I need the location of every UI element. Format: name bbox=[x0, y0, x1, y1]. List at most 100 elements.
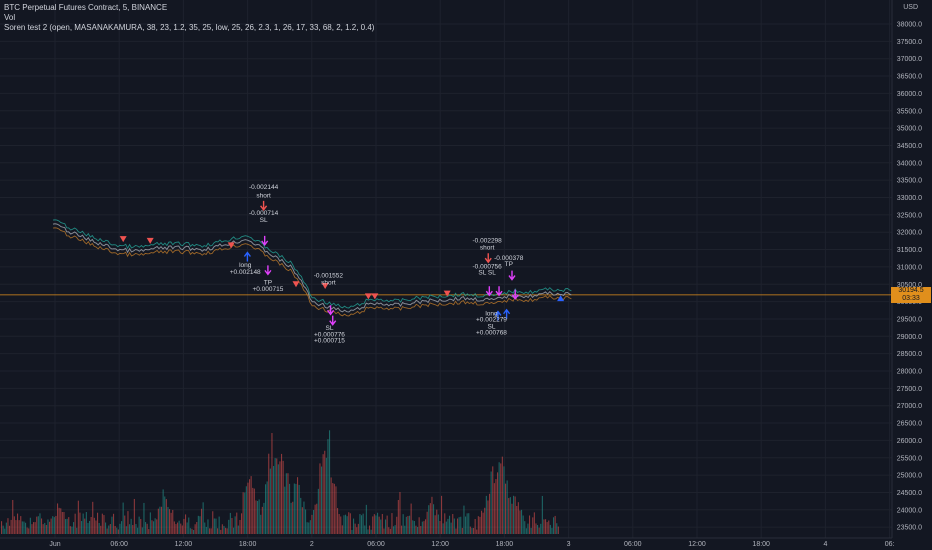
x-tick-label: 18:00 bbox=[239, 541, 257, 548]
volume-bar bbox=[402, 514, 404, 534]
volume-bar bbox=[541, 495, 543, 534]
volume-bar bbox=[513, 495, 515, 534]
x-tick-label: Jun bbox=[49, 541, 60, 548]
volume-bar bbox=[492, 466, 494, 534]
volume-bar bbox=[461, 527, 463, 534]
volume-bar bbox=[425, 519, 427, 534]
volume-bar bbox=[497, 472, 499, 534]
volume-bar bbox=[428, 505, 430, 534]
volume-bar bbox=[549, 524, 551, 534]
volume-bar bbox=[95, 520, 97, 534]
volume-bar bbox=[385, 519, 387, 534]
volume-bar bbox=[316, 503, 318, 534]
volume-bar bbox=[28, 528, 30, 534]
volume-bar bbox=[527, 523, 529, 534]
volume-bar bbox=[225, 527, 227, 534]
volume-bar bbox=[325, 457, 327, 534]
volume-bar bbox=[172, 509, 174, 534]
triangle-down-marker bbox=[364, 293, 372, 300]
price-line bbox=[52, 223, 572, 313]
volume-bar bbox=[15, 520, 17, 534]
volume-bar bbox=[303, 501, 305, 534]
volume-bar bbox=[77, 500, 79, 534]
volume-bar bbox=[506, 480, 508, 534]
arrow-up-marker bbox=[494, 310, 502, 321]
volume-bar bbox=[415, 525, 417, 534]
volume-bar bbox=[119, 523, 121, 534]
volume-bar bbox=[129, 524, 131, 534]
x-tick-label: 18:00 bbox=[496, 541, 514, 548]
arrow-down-marker bbox=[261, 235, 269, 247]
arrow-down-marker bbox=[327, 305, 335, 316]
triangle-down-marker bbox=[227, 242, 235, 249]
trade-annotation: +0.000715 bbox=[252, 286, 283, 293]
volume-bar bbox=[245, 486, 247, 534]
volume-bar bbox=[418, 517, 420, 534]
volume-bar bbox=[26, 527, 28, 534]
volume-bar bbox=[455, 528, 457, 534]
volume-bar bbox=[332, 483, 334, 534]
trade-annotation: -0.002144 bbox=[249, 184, 279, 191]
volume-bar bbox=[317, 488, 319, 534]
y-tick-label: 29500.0 bbox=[897, 316, 922, 323]
volume-bar bbox=[157, 508, 159, 534]
volume-bar bbox=[162, 489, 164, 534]
volume-bar bbox=[122, 502, 124, 534]
volume-bar bbox=[218, 516, 220, 534]
volume-bar bbox=[386, 515, 388, 534]
volume-bar bbox=[63, 512, 65, 534]
trade-annotations: -0.002144short-0.000714SLlong+0.002148TP… bbox=[230, 184, 524, 345]
indicator-legend[interactable]: Soren test 2 (open, MASANAKAMURA, 38, 23… bbox=[4, 23, 375, 32]
x-tick-label: 12:00 bbox=[175, 541, 193, 548]
volume-bar bbox=[212, 511, 214, 534]
volume-bar bbox=[191, 528, 193, 534]
volume-bar bbox=[161, 506, 163, 534]
arrow-down-marker bbox=[329, 315, 337, 326]
volume-bar bbox=[124, 515, 126, 534]
volume-bar bbox=[466, 513, 468, 534]
volume-bar bbox=[394, 525, 396, 534]
volume-bar bbox=[202, 502, 204, 534]
volume-bar bbox=[433, 504, 435, 534]
volume-bar bbox=[231, 518, 233, 534]
volume-bar bbox=[252, 487, 254, 534]
volume-bar bbox=[335, 486, 337, 534]
volume-bar bbox=[34, 522, 36, 534]
volume-bar bbox=[258, 499, 260, 534]
volume-bar bbox=[471, 528, 473, 534]
volume-bar bbox=[193, 529, 195, 534]
volume-bar bbox=[517, 502, 519, 534]
volume-bar bbox=[284, 486, 286, 534]
time-axis[interactable]: Jun 06:00 12:00 18:00 2 06:00 12:00 18:00 3 06:00… bbox=[0, 537, 895, 548]
volume-bar bbox=[103, 515, 105, 534]
symbol-title[interactable]: BTC Perpetual Futures Contract, 5, BINAN… bbox=[4, 3, 168, 12]
volume-bar bbox=[114, 525, 116, 534]
arrow-up-marker bbox=[243, 251, 251, 262]
trade-annotation: SL SL bbox=[478, 270, 496, 277]
price-axis[interactable]: 38000.0 37500.0 37000.0 36500.0 36000.0 35500… bbox=[891, 0, 922, 538]
x-tick-label: 12:00 bbox=[431, 541, 449, 548]
volume-bar bbox=[250, 476, 252, 534]
volume-bar bbox=[269, 468, 271, 534]
volume-bar bbox=[333, 483, 335, 534]
trade-annotation: -0.000756 bbox=[473, 264, 503, 271]
volume-bar bbox=[135, 523, 137, 534]
volume-bar bbox=[106, 528, 108, 534]
volume-bar bbox=[463, 505, 465, 534]
volume-bar bbox=[213, 518, 215, 534]
triangle-up-marker bbox=[557, 295, 565, 302]
volume-bar bbox=[404, 525, 406, 534]
volume-bar bbox=[290, 502, 292, 534]
volume-bar bbox=[217, 528, 219, 534]
volume-legend[interactable]: Vol bbox=[4, 13, 16, 22]
volume-bar bbox=[149, 512, 151, 534]
volume-bar bbox=[473, 528, 475, 534]
y-tick-label: 31000.0 bbox=[897, 264, 922, 271]
volume-bar bbox=[23, 521, 25, 534]
volume-bar bbox=[423, 521, 425, 534]
trade-annotation: SL bbox=[260, 217, 268, 224]
volume-bar bbox=[501, 456, 503, 534]
volume-bar bbox=[9, 525, 11, 534]
y-tick-label: 33000.0 bbox=[897, 195, 922, 202]
